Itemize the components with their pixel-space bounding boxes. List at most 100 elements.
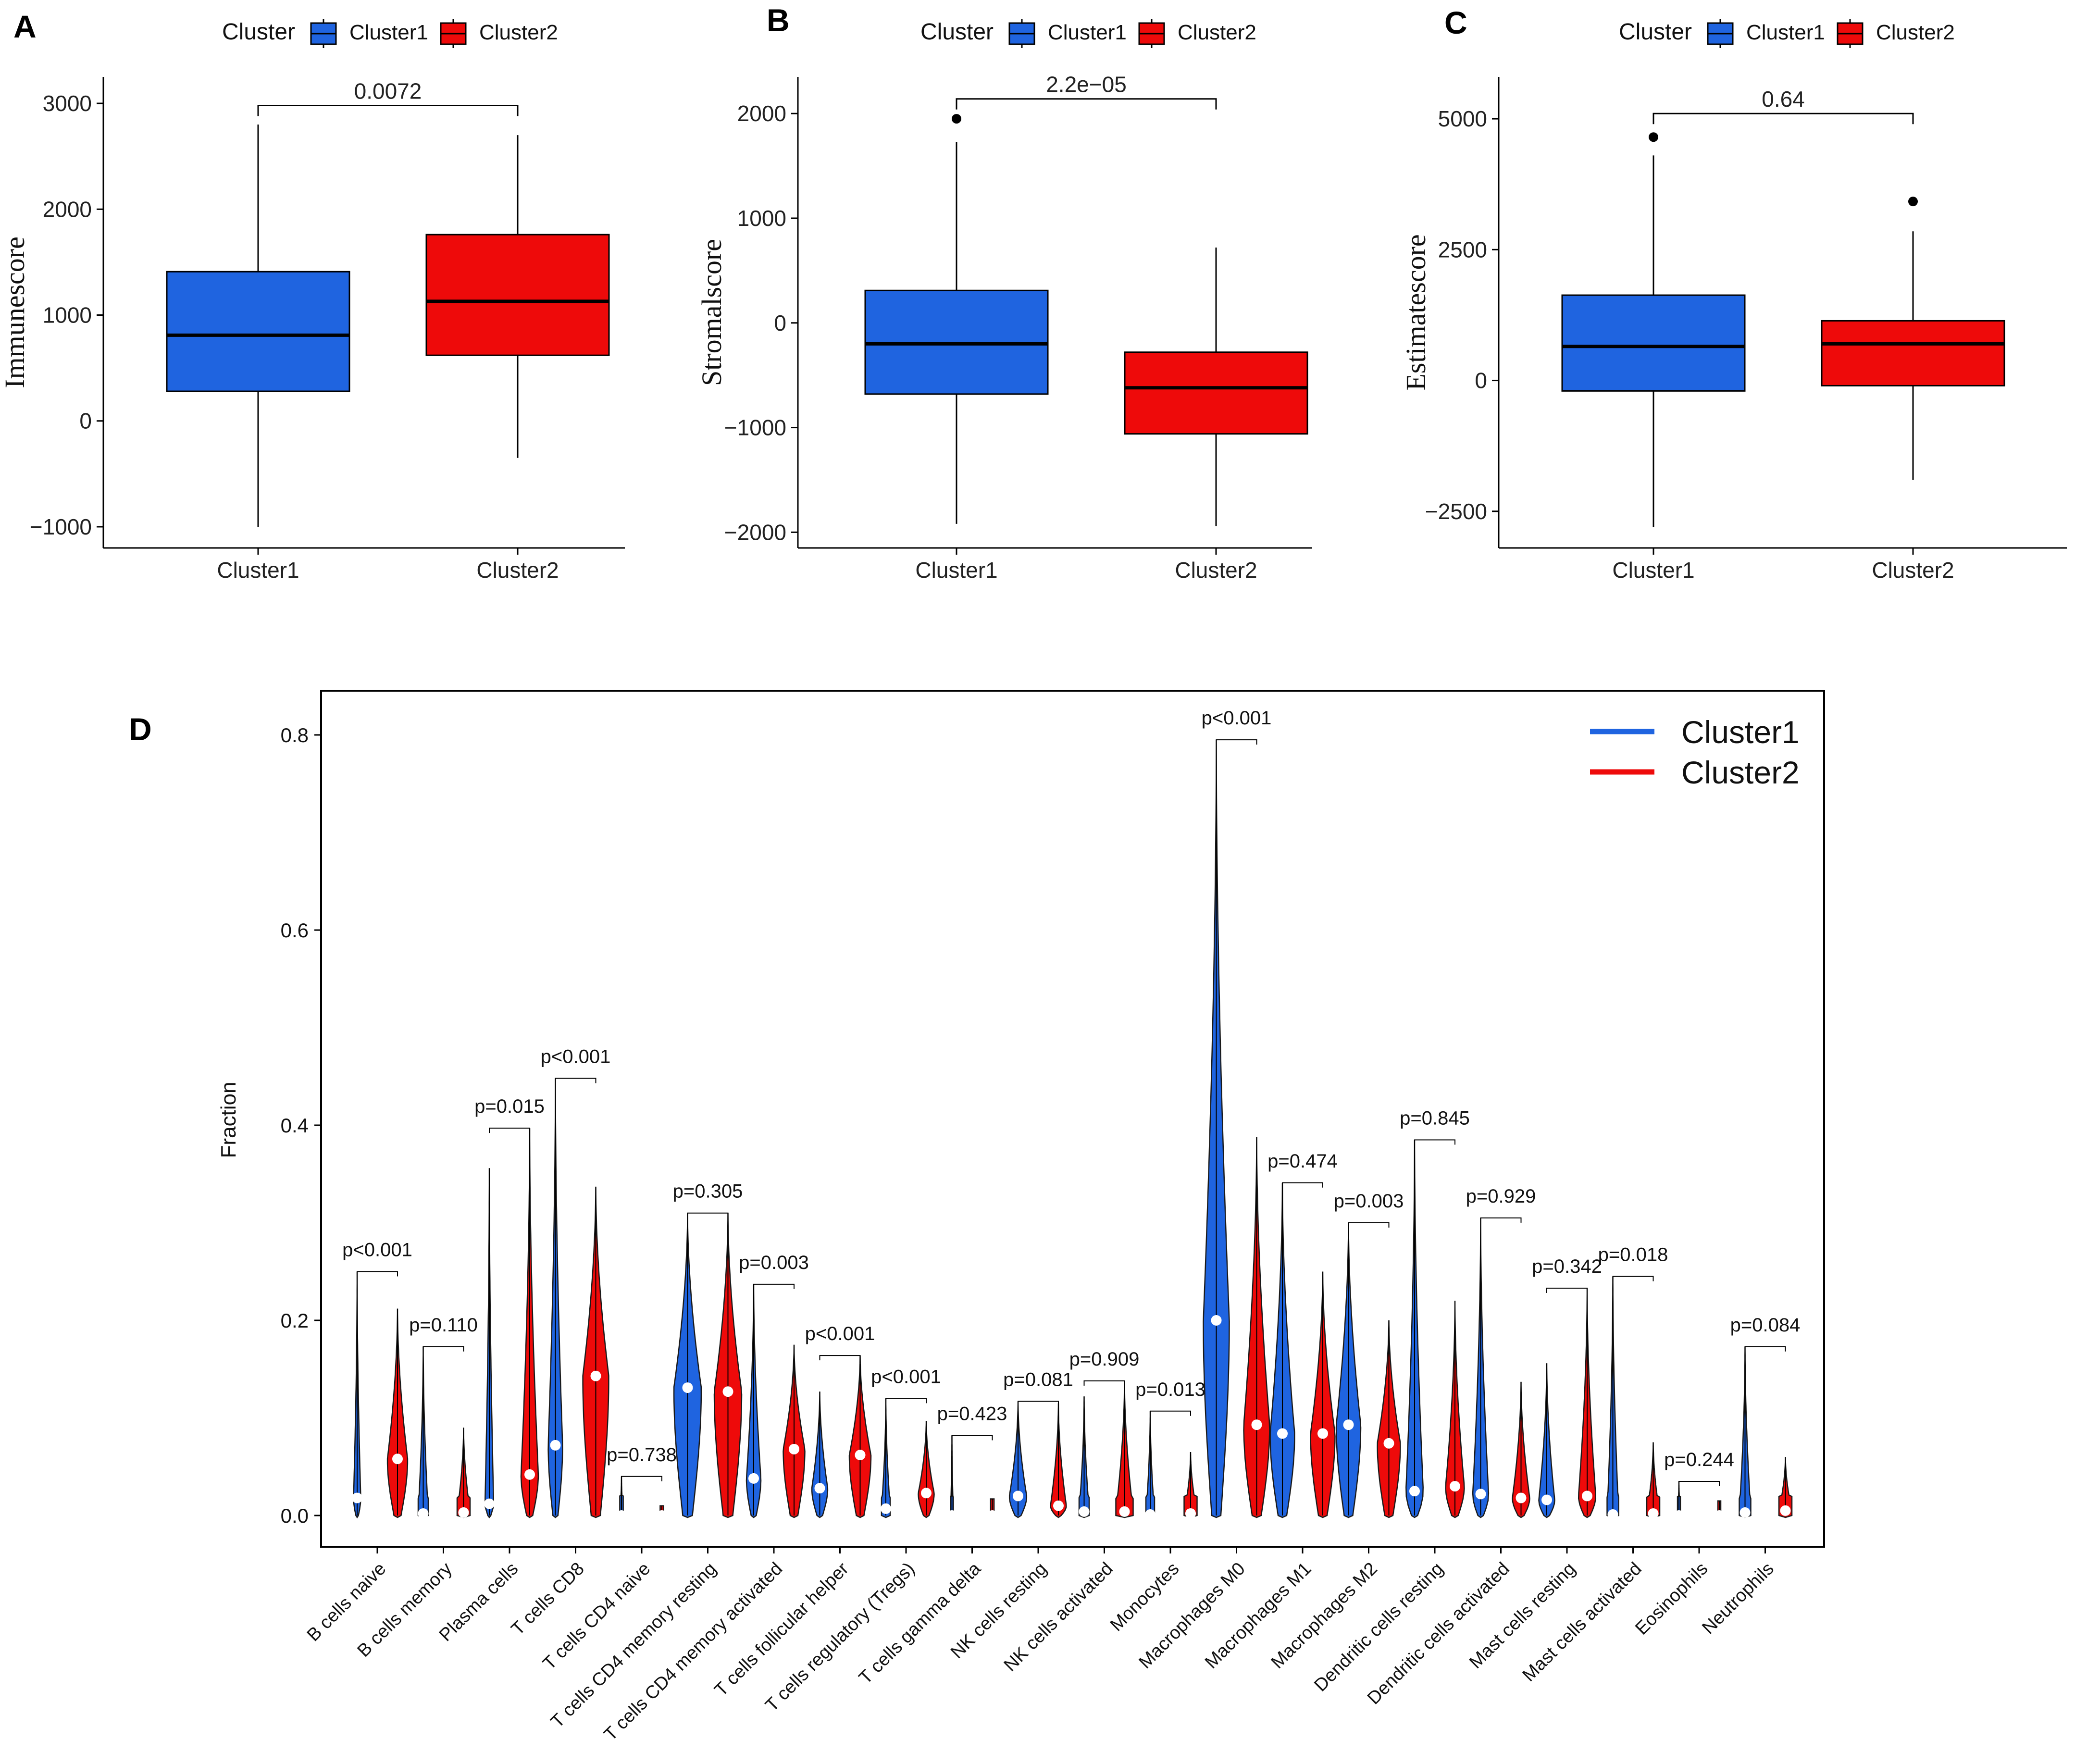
legend: Cluster Cluster1 Cluster2 bbox=[920, 19, 1256, 48]
category-t-cells-follicular-helper: p<0.001 bbox=[805, 1323, 875, 1518]
significance-bracket bbox=[1150, 1410, 1191, 1416]
legend-label: Cluster1 bbox=[1746, 21, 1825, 44]
legend: Cluster1 Cluster2 bbox=[1590, 714, 1800, 790]
significance-bracket bbox=[1216, 739, 1257, 745]
median-point bbox=[1740, 1507, 1751, 1518]
significance-bracket bbox=[753, 1283, 795, 1289]
y-tick-label: 0.4 bbox=[281, 1114, 309, 1137]
p-value: p=0.081 bbox=[1003, 1369, 1073, 1390]
y-axis-label: Estimatescore bbox=[1400, 234, 1431, 390]
violin-cluster1 bbox=[1405, 1140, 1424, 1518]
p-value: p=0.474 bbox=[1267, 1151, 1338, 1172]
y-tick-label: 1000 bbox=[43, 303, 92, 328]
legend-key-cluster2: Cluster2 bbox=[1138, 19, 1256, 48]
p-value: p=0.084 bbox=[1730, 1315, 1801, 1336]
median-point bbox=[789, 1443, 799, 1454]
p-value: p<0.001 bbox=[541, 1046, 611, 1068]
x-tick-label: Mast cells activated bbox=[1519, 1559, 1646, 1686]
outlier-point bbox=[1908, 197, 1918, 207]
median-point bbox=[458, 1507, 469, 1518]
x-tick-label: Cluster1 bbox=[1612, 558, 1694, 583]
violin-cluster1 bbox=[547, 1078, 563, 1518]
median-point bbox=[921, 1488, 932, 1499]
violin-cluster1 bbox=[1008, 1401, 1028, 1518]
category-neutrophils: p=0.084 bbox=[1730, 1315, 1801, 1518]
significance-bracket bbox=[1480, 1217, 1522, 1223]
legend-key-cluster1: Cluster1 bbox=[1707, 19, 1825, 48]
violin-cluster2 bbox=[1578, 1288, 1597, 1518]
significance-bracket bbox=[1678, 1480, 1720, 1486]
y-axis-label: Stromalscore bbox=[696, 239, 727, 386]
significance-bracket bbox=[489, 1128, 530, 1133]
significance-bracket bbox=[1546, 1288, 1588, 1293]
p-value: 0.64 bbox=[1762, 87, 1805, 112]
panel-label: D bbox=[129, 711, 152, 747]
p-value: p=0.013 bbox=[1135, 1379, 1205, 1400]
significance-bracket bbox=[1018, 1401, 1059, 1406]
x-tick-label: T cells follicular helper bbox=[711, 1558, 853, 1700]
p-value: p<0.001 bbox=[871, 1366, 941, 1387]
legend-key-cluster1: Cluster1 bbox=[1008, 19, 1127, 48]
y-axis-label: Fraction bbox=[217, 1082, 240, 1158]
violin-cluster1 bbox=[417, 1346, 429, 1519]
significance-bracket bbox=[1083, 1380, 1125, 1386]
significance-bracket: 2.2e−05 bbox=[956, 72, 1217, 110]
plot-frame bbox=[320, 690, 1825, 1548]
median-point bbox=[1607, 1509, 1618, 1520]
median-point bbox=[524, 1469, 535, 1480]
significance-bracket bbox=[422, 1346, 464, 1352]
significance-bracket bbox=[885, 1398, 927, 1404]
violin-cluster2 bbox=[1115, 1380, 1134, 1518]
p-value: p<0.001 bbox=[342, 1240, 412, 1261]
violin-cluster2 bbox=[657, 1505, 667, 1521]
median-point bbox=[814, 1483, 825, 1494]
p-value: 2.2e−05 bbox=[1046, 72, 1127, 97]
median-point bbox=[352, 1492, 362, 1503]
violin-cluster1 bbox=[352, 1271, 362, 1519]
p-value: p=0.342 bbox=[1532, 1256, 1602, 1277]
p-value: p=0.929 bbox=[1466, 1186, 1536, 1207]
x-tick-label: Neutrophils bbox=[1698, 1559, 1778, 1639]
y-tick-label: 2000 bbox=[43, 197, 92, 222]
median-point bbox=[987, 1510, 998, 1521]
x-tick-label: Cluster2 bbox=[1872, 558, 1954, 583]
median-point bbox=[1541, 1494, 1552, 1505]
box-cluster1 bbox=[864, 114, 1049, 524]
category-mast-cells-activated: p=0.018 bbox=[1598, 1244, 1668, 1520]
legend-label: Cluster2 bbox=[1681, 755, 1800, 790]
violin-cluster2 bbox=[848, 1355, 872, 1518]
violin-cluster2 bbox=[1646, 1442, 1661, 1519]
p-value: p=0.845 bbox=[1400, 1107, 1470, 1129]
y-tick-label: −1000 bbox=[724, 415, 786, 440]
significance-bracket bbox=[951, 1435, 993, 1441]
violin-cluster1 bbox=[1739, 1346, 1752, 1518]
violin-cluster2 bbox=[1714, 1500, 1725, 1521]
median-point bbox=[1119, 1506, 1130, 1517]
violin-cluster1 bbox=[484, 1168, 495, 1519]
p-value: p<0.001 bbox=[805, 1323, 875, 1344]
p-value: p=0.305 bbox=[673, 1181, 743, 1202]
violin-cluster2 bbox=[713, 1213, 743, 1518]
median-point bbox=[1648, 1508, 1659, 1519]
violin-cluster2 bbox=[520, 1128, 539, 1518]
violin-cluster1 bbox=[1145, 1411, 1156, 1520]
category-macrophages-m0: p<0.001 bbox=[1202, 708, 1271, 1518]
violin-cluster2 bbox=[1778, 1457, 1793, 1518]
box-body bbox=[425, 234, 610, 356]
box-cluster1 bbox=[166, 124, 350, 527]
legend-label: Cluster1 bbox=[349, 21, 428, 44]
p-value: p=0.003 bbox=[1334, 1191, 1404, 1212]
category-t-cells-gamma-delta: p=0.423 bbox=[937, 1404, 1007, 1521]
panel-label: C bbox=[1444, 5, 1467, 40]
p-value: 0.0072 bbox=[354, 78, 422, 103]
legend-title: Cluster bbox=[1619, 19, 1692, 45]
median-point bbox=[1516, 1492, 1527, 1503]
violin-cluster2 bbox=[456, 1428, 471, 1518]
outlier-point bbox=[1649, 132, 1658, 142]
violin-cluster2 bbox=[1243, 1137, 1270, 1518]
category-b-cells-memory: p=0.110 bbox=[409, 1315, 478, 1519]
p-value: p=0.018 bbox=[1598, 1244, 1668, 1266]
box-cluster2 bbox=[1821, 197, 2005, 480]
median-point bbox=[1343, 1419, 1354, 1430]
median-point bbox=[1780, 1505, 1791, 1516]
